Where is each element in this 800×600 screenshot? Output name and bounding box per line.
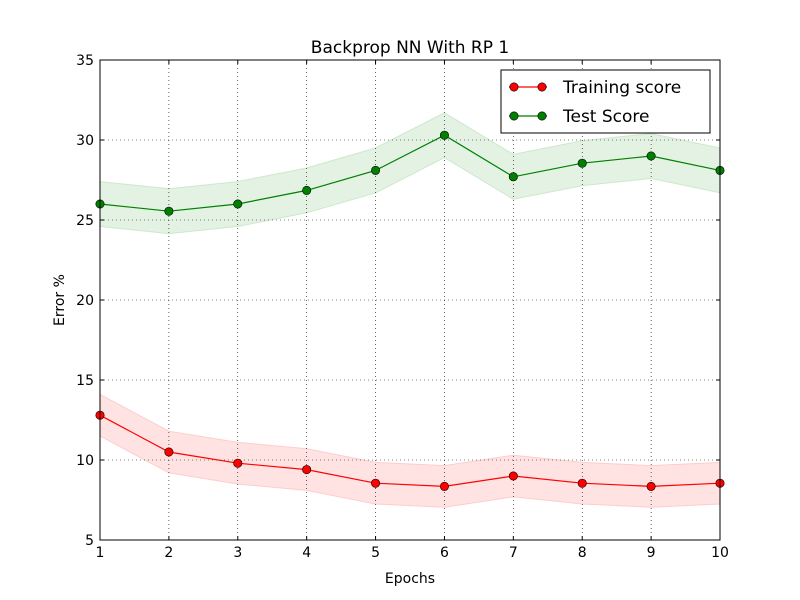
legend-marker <box>509 111 519 121</box>
y-tick-label: 25 <box>76 213 94 229</box>
x-tick-label: 10 <box>711 545 729 561</box>
data-point <box>371 165 381 175</box>
data-point <box>164 206 174 216</box>
legend-label: Test Score <box>562 107 650 127</box>
data-point <box>646 151 656 161</box>
x-tick-label: 8 <box>578 545 587 561</box>
legend-marker <box>509 82 519 92</box>
legend-label: Training score <box>562 78 681 98</box>
grid <box>100 60 720 540</box>
axis-ticks: 1 2 3 4 5 6 7 8 9 10 5 10 15 20 25 30 35 <box>76 53 729 561</box>
x-tick-label: 7 <box>509 545 518 561</box>
data-point <box>577 478 587 488</box>
data-point <box>371 478 381 488</box>
chart-title: Backprop NN With RP 1 <box>311 38 509 58</box>
series-lines <box>95 130 725 491</box>
y-tick-label: 15 <box>76 373 94 389</box>
x-tick-label: 1 <box>96 545 105 561</box>
data-point <box>508 172 518 182</box>
y-axis-label: Error % <box>52 274 68 326</box>
data-point <box>164 447 174 457</box>
data-point <box>646 481 656 491</box>
series-line-2 <box>99 134 721 212</box>
data-point <box>508 471 518 481</box>
x-tick-label: 6 <box>440 545 449 561</box>
data-point <box>302 465 312 475</box>
data-point <box>233 458 243 468</box>
x-tick-label: 2 <box>164 545 173 561</box>
data-point <box>302 185 312 195</box>
series-2 <box>95 130 725 216</box>
legend-marker <box>537 82 547 92</box>
data-point <box>577 158 587 168</box>
data-point <box>233 199 243 209</box>
y-tick-label: 35 <box>76 53 94 69</box>
x-tick-label: 9 <box>647 545 656 561</box>
legend-item-2: Test Score <box>509 107 650 127</box>
data-point <box>439 130 449 140</box>
x-axis-label: Epochs <box>385 571 435 587</box>
y-tick-label: 10 <box>76 453 94 469</box>
legend: Training score Test Score <box>500 69 711 134</box>
series-line-1 <box>99 414 721 488</box>
x-tick-label: 4 <box>302 545 311 561</box>
y-tick-label: 30 <box>76 133 94 149</box>
legend-item-1: Training score <box>509 78 681 98</box>
x-tick-label: 3 <box>233 545 242 561</box>
legend-box <box>500 69 711 134</box>
legend-marker <box>537 111 547 121</box>
data-point <box>439 481 449 491</box>
x-tick-label: 5 <box>371 545 380 561</box>
y-tick-label: 20 <box>76 293 94 309</box>
series-1 <box>95 410 725 491</box>
y-tick-label: 5 <box>85 533 94 549</box>
